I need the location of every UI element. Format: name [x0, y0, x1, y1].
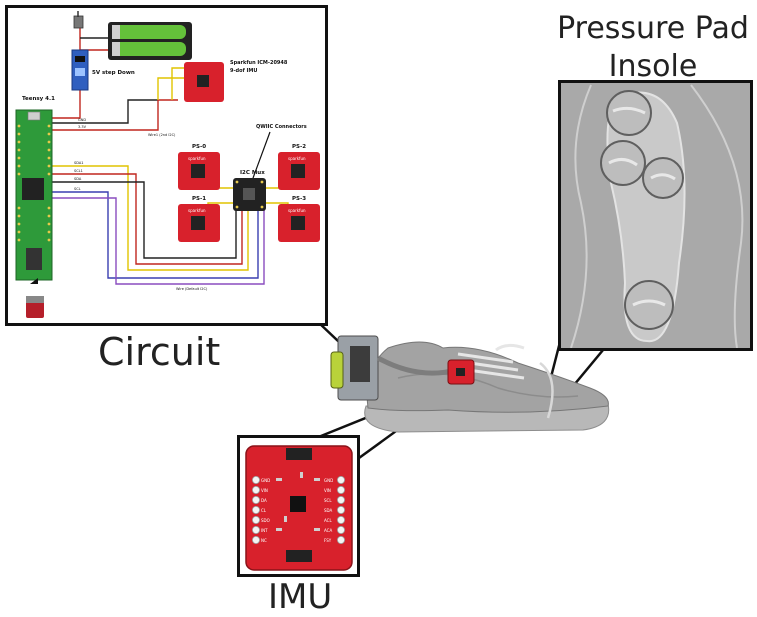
wire-note: Wire (Default I2C)	[176, 287, 208, 291]
shoe-upper	[366, 341, 609, 413]
wire-gnd-low	[52, 181, 237, 259]
svg-text:sparkfun: sparkfun	[288, 208, 306, 213]
wire-scl1	[52, 173, 243, 265]
ps0-label: PS-0	[192, 144, 206, 150]
svg-text:ACA: ACA	[324, 528, 332, 533]
teensy-label: Teensy 4.1	[22, 96, 55, 102]
svg-text:INT: INT	[261, 528, 268, 533]
schematic-imu-subtitle: 9-dof IMU	[230, 68, 257, 74]
pin-scl1-label: SCL1	[74, 169, 83, 173]
ps1-board: sparkfun	[178, 204, 220, 242]
svg-text:sparkfun: sparkfun	[188, 156, 206, 161]
mux-board	[233, 178, 266, 211]
svg-text:VIN: VIN	[261, 488, 268, 493]
imu-caption: IMU	[268, 577, 333, 617]
shoe-photo	[330, 335, 610, 433]
schematic-imu-title: Sparkfun ICM-20948	[230, 60, 288, 66]
shoe-electronics-panel	[350, 346, 370, 382]
imu-components	[276, 472, 320, 531]
teensy-board	[15, 109, 53, 281]
pin-scl-label: SCL	[74, 187, 81, 191]
power-switch	[73, 11, 84, 29]
sensor-texture	[608, 106, 676, 307]
schematic-imu-board	[184, 62, 224, 102]
svg-text:sparkfun: sparkfun	[288, 156, 306, 161]
ps3-label: PS-3	[292, 196, 306, 202]
wire-scl	[52, 190, 265, 285]
svg-text:CL: CL	[261, 508, 267, 513]
mux-label: I2C Mux	[240, 170, 265, 176]
svg-text:VIN: VIN	[324, 488, 331, 493]
battery-pack	[108, 22, 192, 60]
imu-board-photo: GND VIN DA CL SDO INT NC GND VIN SCL SDA…	[240, 438, 357, 574]
wire1-note: Wire1 (2nd I2C)	[148, 133, 176, 137]
step-down-board	[71, 49, 89, 91]
svg-text:DA: DA	[261, 498, 267, 503]
imu-top-connector	[286, 448, 312, 460]
pressure-sensor-ball-right	[642, 157, 684, 199]
insole-photo	[570, 84, 744, 348]
circuit-schematic: 5V step Down Teensy 4.1 GND 3.3V SDA1 SC…	[15, 11, 320, 318]
insole-cable-right	[690, 84, 744, 348]
svg-text:ACL: ACL	[324, 518, 332, 523]
pin-3v3-label: 3.3V	[78, 125, 87, 129]
ps3-board: sparkfun	[278, 204, 320, 242]
pressure-sensor-heel	[624, 280, 674, 330]
insole-cable-left	[570, 84, 592, 348]
qwiic-arrow	[252, 131, 271, 179]
wire-sda	[52, 191, 259, 279]
wire-battery-red	[79, 28, 108, 51]
pressure-pad-caption: Pressure Pad Insole	[549, 10, 757, 86]
stepdown-label: 5V step Down	[92, 70, 135, 76]
svg-text:SCL: SCL	[324, 498, 332, 503]
ps0-board: sparkfun	[178, 152, 220, 190]
circuit-caption: Circuit	[98, 330, 221, 374]
sd-card-icon	[26, 278, 44, 318]
svg-text:SDO: SDO	[261, 518, 270, 523]
svg-text:GND: GND	[324, 478, 333, 483]
svg-text:SDA: SDA	[324, 508, 333, 513]
svg-text:GND: GND	[261, 478, 270, 483]
shoe-laces	[457, 343, 525, 380]
ps2-label: PS-2	[292, 144, 306, 150]
svg-text:NC: NC	[261, 538, 267, 543]
ps1-label: PS-1	[192, 196, 206, 202]
svg-text:sparkfun: sparkfun	[188, 208, 206, 213]
imu-chip	[290, 496, 306, 512]
pressure-pad-caption-line1: Pressure Pad	[557, 11, 749, 46]
insole-cable	[539, 362, 554, 419]
pressure-sensor-ball-left	[600, 140, 646, 186]
pin-sda-label: SDA	[74, 177, 82, 181]
svg-text:FSY: FSY	[324, 538, 332, 543]
ps2-board: sparkfun	[278, 152, 320, 190]
insole-inset	[558, 80, 753, 351]
wire-power-red	[52, 78, 81, 119]
imu-left-pads	[251, 476, 260, 545]
pressure-pad-caption-line2: Insole	[608, 49, 698, 84]
pin-gnd-label: GND	[78, 118, 86, 122]
circuit-inset: 5V step Down Teensy 4.1 GND 3.3V SDA1 SC…	[5, 5, 328, 326]
imu-inset: GND VIN DA CL SDO INT NC GND VIN SCL SDA…	[237, 435, 360, 577]
pressure-sensor-toe	[606, 90, 652, 136]
imu-left-pin-labels: GND VIN DA CL SDO INT NC	[261, 478, 270, 543]
imu-right-pads	[337, 476, 346, 545]
imu-right-pin-labels: GND VIN SCL SDA ACL ACA FSY	[324, 478, 333, 543]
qwiic-label: QWIIC Connectors	[256, 124, 307, 130]
wire-gnd	[52, 99, 158, 124]
wire-3v3	[52, 99, 178, 131]
wire-imu-yellow	[157, 77, 184, 100]
pin-sda1-label: SDA1	[74, 161, 83, 165]
shoe-imu-chip	[456, 368, 465, 376]
shoe-battery-tube	[330, 351, 344, 389]
imu-bottom-connector	[286, 550, 312, 562]
